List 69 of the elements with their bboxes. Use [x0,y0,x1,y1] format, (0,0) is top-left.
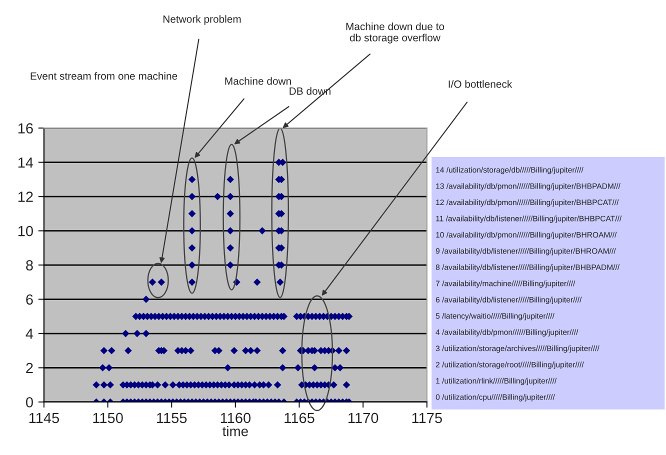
point [188,210,196,218]
text: Machine down due to db storage overflow [346,22,444,44]
point [294,364,302,372]
point [124,346,132,354]
point [274,381,282,389]
point [226,192,234,200]
point [188,278,196,286]
point [258,227,266,234]
point [253,346,261,354]
point [122,330,130,338]
x-tick-label: 1155 [157,412,187,424]
point [330,381,338,389]
point [188,261,196,269]
point [100,381,108,389]
point [224,364,232,372]
y-tick-label: 0 [26,397,33,408]
y-tick-label: 14 [18,158,34,168]
x-axis-title: time [222,426,248,436]
point [188,244,196,252]
x-tick-label: 1165 [284,412,314,424]
point [158,278,166,286]
point [226,261,234,269]
point [342,381,350,389]
y-tick-label: 8 [26,260,33,270]
y-tick-label: 12 [18,192,33,202]
point [148,278,156,286]
text: I/O bottleneck [448,80,512,88]
y-tick-label: 10 [18,226,33,236]
x-tick-label: 1170 [348,412,378,424]
point [105,364,113,372]
point [335,346,342,354]
point [188,176,196,184]
x-tick-label: 1150 [93,412,123,424]
point [247,346,254,354]
point [226,227,234,234]
point [342,346,350,354]
x-tick-label: 1175 [412,412,442,424]
point [142,330,150,338]
point [108,346,116,354]
chart-title: Event stream from one machine [30,72,178,80]
y-tick-label: 2 [26,362,33,374]
x-tick-label: 1145 [29,412,60,424]
text: Network problem [163,15,241,25]
point [187,346,194,354]
point [188,192,196,200]
point [133,330,141,338]
point [230,346,238,354]
x-tick-label: 1160 [220,412,251,424]
point [276,278,284,286]
point [278,346,286,354]
point [162,381,169,389]
point [214,192,222,200]
point [310,364,318,372]
point [169,381,177,389]
text: Machine down [225,77,291,85]
point [142,296,150,303]
y-tick-label: 6 [26,294,33,305]
point [278,364,286,372]
point [99,364,106,372]
point [106,381,114,389]
point [92,381,100,389]
point [226,210,234,218]
point [100,346,108,354]
y-tick-label: 16 [18,123,33,134]
point [226,244,234,252]
point [226,176,234,184]
point [188,227,196,234]
point [253,278,261,286]
y-tick-label: 4 [26,328,34,339]
